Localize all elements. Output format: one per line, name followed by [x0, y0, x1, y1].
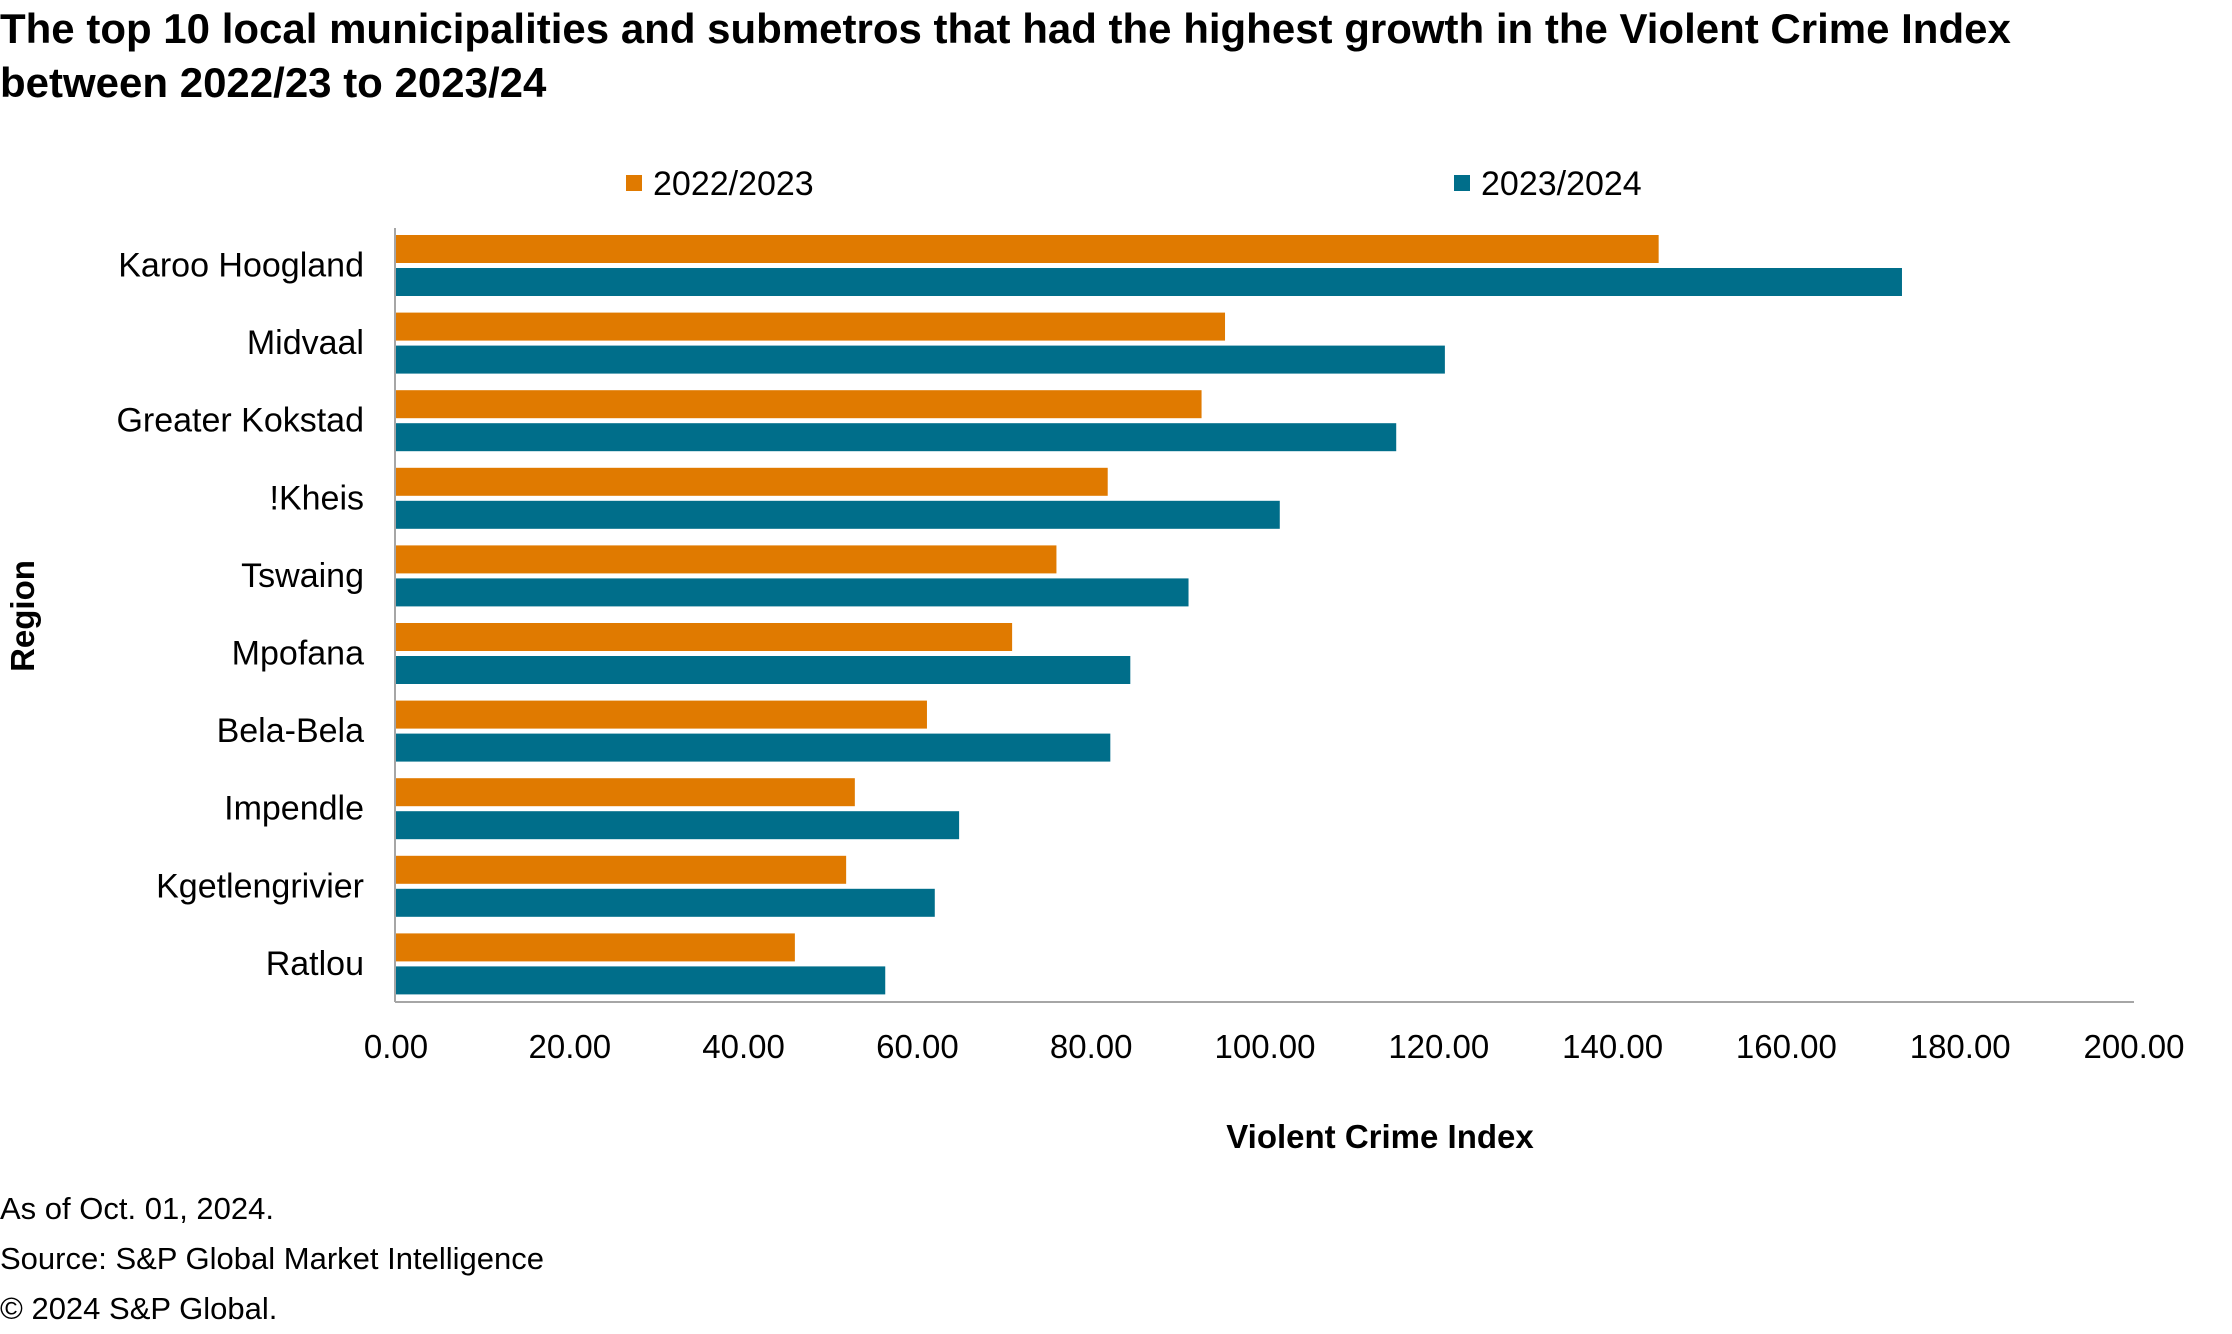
y-axis-title: Region: [4, 560, 41, 672]
bar-2023-2024-greater-kokstad: [396, 423, 1397, 452]
bar-2023-2024-mpofana: [396, 656, 1131, 684]
x-tick-label: 120.00: [1388, 1028, 1489, 1065]
legend-swatch-2023-2024: [1454, 175, 1470, 191]
category-labels: Karoo Hoogland Midvaal Greater Kokstad !Khe…: [116, 247, 364, 983]
bar-2022-2023-impendle: [396, 778, 855, 807]
chart-title: The top 10 local municipalities and subm…: [0, 2, 2232, 110]
bar-2023-2024--kheis: [396, 500, 1280, 529]
category-label: !Kheis: [270, 479, 365, 517]
footnote-copyright: © 2024 S&P Global.: [0, 1291, 278, 1326]
category-label: Karoo Hoogland: [118, 247, 364, 285]
legend: 2022/2023 2023/2024: [626, 165, 1642, 203]
axes: [394, 228, 2134, 1003]
x-tick-label: 80.00: [1050, 1028, 1133, 1065]
category-label: Mpofana: [232, 635, 364, 673]
category-label: Kgetlengrivier: [156, 867, 364, 905]
bar-2022-2023-ratlou: [396, 933, 795, 962]
category-label: Greater Kokstad: [116, 402, 364, 440]
footnote-source: Source: S&P Global Market Intelligence: [0, 1241, 544, 1276]
bar-2022-2023-karoo-hoogland: [396, 235, 1659, 263]
bar-2023-2024-karoo-hoogland: [396, 268, 1902, 296]
x-tick-label: 180.00: [1910, 1028, 2011, 1065]
category-label: Tswaing: [241, 557, 364, 595]
bar-2022-2023--kheis: [396, 467, 1108, 496]
bar-2022-2023-greater-kokstad: [396, 390, 1202, 419]
x-tick-labels: 0.00 20.00 40.00 60.00 80.00 100.00 120.00 140.…: [364, 1028, 2185, 1065]
footnotes: As of Oct. 01, 2024. Source: S&P Global …: [0, 1184, 544, 1334]
bar-2022-2023-kgetlengrivier: [396, 855, 847, 884]
x-tick-label: 0.00: [364, 1028, 428, 1065]
x-axis-title: Violent Crime Index: [1226, 1118, 1534, 1155]
bar-2022-2023-mpofana: [396, 623, 1013, 651]
category-label: Ratlou: [266, 945, 364, 983]
bar-2022-2023-bela-bela: [396, 700, 927, 729]
bar-2023-2024-impendle: [396, 811, 960, 840]
legend-label-2023-2024: 2023/2024: [1481, 165, 1642, 203]
category-label: Impendle: [224, 790, 364, 828]
x-tick-label: 140.00: [1562, 1028, 1663, 1065]
bar-2023-2024-tswaing: [396, 578, 1189, 607]
category-label: Midvaal: [247, 324, 364, 362]
x-tick-label: 160.00: [1736, 1028, 1837, 1065]
x-tick-label: 100.00: [1215, 1028, 1316, 1065]
legend-label-2022-2023: 2022/2023: [653, 165, 814, 203]
bar-2022-2023-midvaal: [396, 312, 1226, 341]
bar-2023-2024-midvaal: [396, 345, 1445, 374]
bar-2022-2023-tswaing: [396, 545, 1057, 574]
x-tick-label: 40.00: [702, 1028, 785, 1065]
bars: [396, 235, 1902, 995]
x-tick-label: 200.00: [2084, 1028, 2185, 1065]
bar-2023-2024-ratlou: [396, 966, 886, 995]
chart-title-line-2: between 2022/23 to 2023/24: [0, 59, 547, 106]
x-tick-label: 60.00: [876, 1028, 959, 1065]
category-label: Bela-Bela: [217, 712, 365, 750]
x-tick-label: 20.00: [529, 1028, 612, 1065]
bar-2023-2024-kgetlengrivier: [396, 888, 935, 917]
bar-2023-2024-bela-bela: [396, 733, 1111, 762]
chart-title-line-1: The top 10 local municipalities and subm…: [0, 5, 2011, 52]
legend-swatch-2022-2023: [626, 175, 642, 191]
footnote-as-of: As of Oct. 01, 2024.: [0, 1191, 274, 1226]
